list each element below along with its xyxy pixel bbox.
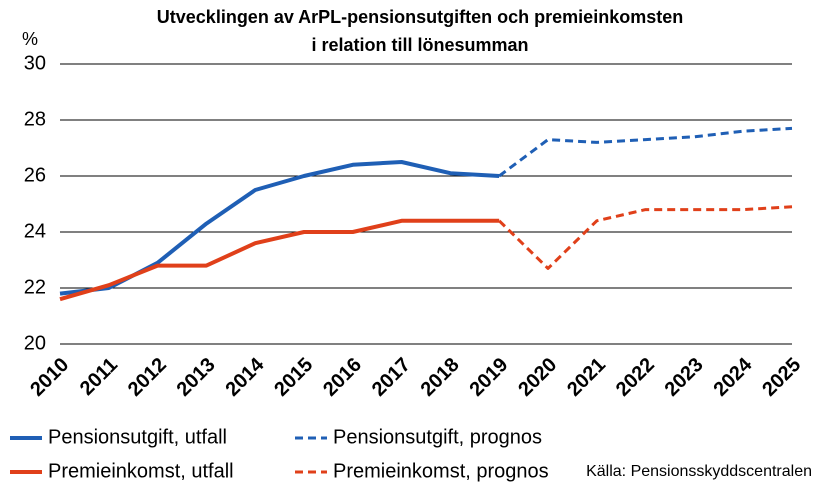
x-tick-label: 2024 [709, 353, 757, 401]
legend-label: Premieinkomst, utfall [48, 460, 234, 482]
y-tick-label: 30 [24, 52, 46, 74]
y-tick-label: 28 [24, 108, 46, 130]
series-line [59, 160, 500, 296]
x-tick-label: 2018 [417, 354, 464, 401]
x-tick-label: 2023 [661, 354, 708, 401]
x-tick-label: 2020 [514, 354, 561, 401]
x-tick-label: 2012 [124, 354, 171, 401]
legend-label: Pensionsutgift, utfall [48, 426, 227, 448]
chart-title: i relation till lönesumman [311, 35, 528, 55]
x-tick-label: 2014 [221, 353, 269, 401]
x-tick-label: 2019 [465, 354, 512, 401]
legend-label: Premieinkomst, prognos [333, 460, 549, 482]
y-tick-label: 20 [24, 332, 46, 354]
x-tick-label: 2010 [26, 354, 73, 401]
x-tick-label: 2022 [612, 354, 659, 401]
x-tick-label: 2016 [319, 354, 366, 401]
series-line [498, 126, 793, 178]
y-tick-label: 26 [24, 164, 46, 186]
series-line [59, 218, 500, 302]
y-unit: % [22, 29, 38, 49]
x-tick-label: 2013 [173, 354, 220, 401]
legend-label: Pensionsutgift, prognos [333, 426, 542, 448]
x-tick-label: 2025 [758, 354, 805, 401]
series-line [498, 205, 793, 270]
source: Källa: Pensionsskyddscentralen [586, 463, 812, 480]
y-tick-label: 24 [24, 220, 46, 242]
x-tick-label: 2015 [270, 354, 317, 401]
x-tick-label: 2017 [368, 354, 415, 401]
x-tick-label: 2011 [76, 354, 122, 400]
chart-title: Utvecklingen av ArPL-pensionsutgiften oc… [157, 7, 683, 27]
y-tick-label: 22 [24, 276, 46, 298]
x-tick-label: 2021 [563, 354, 610, 401]
